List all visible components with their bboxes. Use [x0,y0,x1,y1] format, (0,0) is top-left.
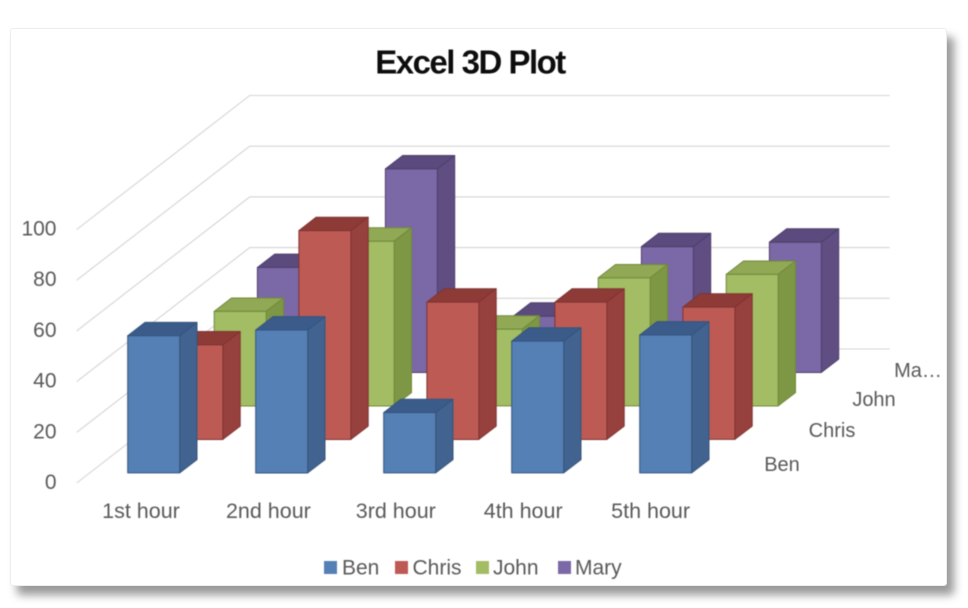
svg-text:20: 20 [33,420,56,443]
svg-text:Mary: Mary [575,557,622,580]
svg-text:Ben: Ben [342,557,379,580]
svg-text:0: 0 [45,471,57,494]
svg-text:100: 100 [21,218,56,241]
svg-text:2nd hour: 2nd hour [226,499,311,523]
svg-text:John: John [493,557,539,580]
svg-text:5th hour: 5th hour [611,499,690,523]
svg-text:3rd hour: 3rd hour [356,499,436,523]
svg-text:80: 80 [33,268,56,291]
svg-text:40: 40 [33,370,56,393]
svg-text:1st hour: 1st hour [102,499,180,523]
svg-text:60: 60 [33,319,56,342]
svg-text:Ben: Ben [764,454,800,476]
svg-text:4th hour: 4th hour [484,499,563,523]
svg-text:Chris: Chris [413,557,462,580]
svg-text:Excel 3D Plot: Excel 3D Plot [375,44,566,81]
svg-text:Chris: Chris [809,420,856,442]
svg-text:John: John [852,389,895,411]
svg-text:Ma…: Ma… [894,360,942,382]
